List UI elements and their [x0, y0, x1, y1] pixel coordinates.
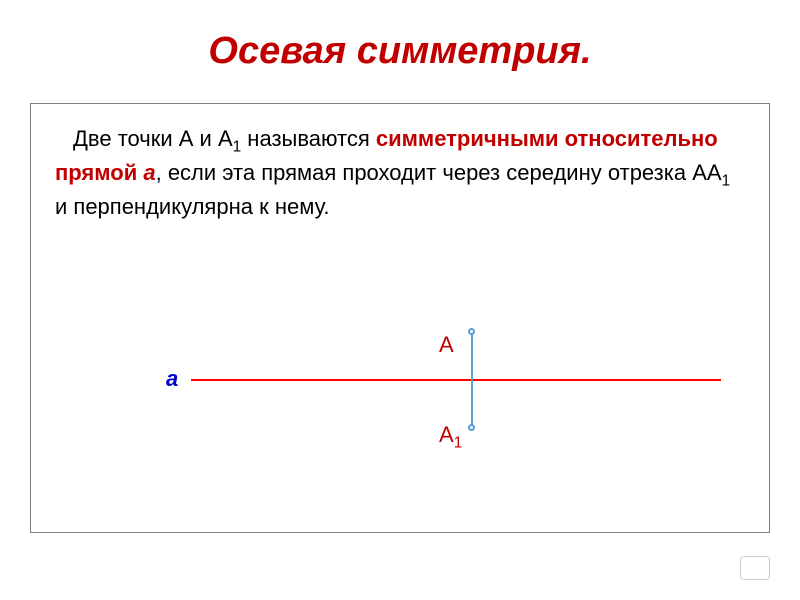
def-part3: , если эта прямая проходит через середин… — [156, 160, 722, 185]
segment-aa1 — [471, 332, 473, 430]
content-box: Две точки А и А1 называются симметричным… — [30, 103, 770, 533]
title-text: Осевая симметрия. — [208, 30, 591, 72]
label-a1-sub: 1 — [454, 434, 463, 451]
axis-line — [191, 379, 721, 381]
def-sub2: 1 — [722, 172, 731, 189]
corner-decoration — [740, 556, 770, 580]
def-italic-a: а — [143, 160, 155, 185]
point-a1 — [468, 424, 475, 431]
axis-label: а — [166, 366, 178, 392]
symmetry-diagram: а А А1 — [31, 284, 769, 484]
label-a1: А1 — [439, 422, 462, 452]
label-a: А — [439, 332, 454, 358]
slide-title: Осевая симметрия. — [0, 0, 800, 93]
point-a — [468, 328, 475, 335]
definition-paragraph: Две точки А и А1 называются симметричным… — [55, 124, 745, 223]
def-part4: и перпендикулярна к нему. — [55, 194, 329, 219]
def-part1: Две точки А и А — [73, 126, 233, 151]
label-a1-main: А — [439, 422, 454, 447]
def-sub1: 1 — [233, 138, 242, 155]
def-part2: называются — [241, 126, 376, 151]
